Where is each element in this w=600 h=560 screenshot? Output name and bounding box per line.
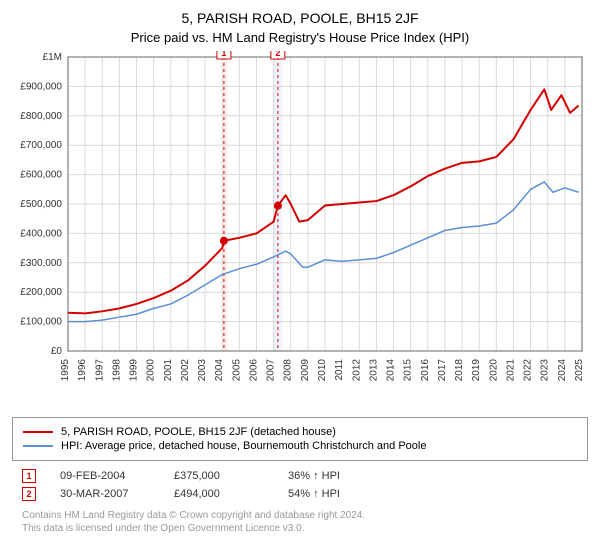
legend-swatch (23, 431, 53, 433)
svg-text:2021: 2021 (505, 359, 516, 382)
legend-item: HPI: Average price, detached house, Bour… (23, 440, 577, 452)
svg-text:2010: 2010 (317, 359, 328, 382)
chart-plot: £0 £100,000 £200,000 £300,000 £400,000 £500,0… (12, 51, 588, 411)
svg-text:2013: 2013 (368, 359, 379, 382)
sale-pct: 36% ↑ HPI (288, 470, 378, 482)
svg-text:2020: 2020 (488, 359, 499, 382)
svg-text:2015: 2015 (403, 359, 414, 382)
legend-item: 5, PARISH ROAD, POOLE, BH15 2JF (detache… (23, 426, 577, 438)
svg-text:1: 1 (221, 51, 226, 58)
svg-text:2009: 2009 (300, 359, 311, 382)
svg-text:£400,000: £400,000 (20, 228, 62, 239)
svg-text:2018: 2018 (454, 359, 465, 382)
sale-marker-icon: 1 (22, 469, 36, 483)
svg-text:£500,000: £500,000 (20, 199, 62, 210)
sale-date: 09-FEB-2004 (60, 470, 150, 482)
svg-text:£0: £0 (51, 346, 63, 357)
sale-marker-icon: 2 (22, 487, 36, 501)
svg-text:1995: 1995 (60, 359, 71, 382)
svg-text:1999: 1999 (129, 359, 140, 382)
svg-text:1996: 1996 (77, 359, 88, 382)
svg-text:2025: 2025 (574, 359, 585, 382)
svg-text:£700,000: £700,000 (20, 140, 62, 151)
svg-text:2007: 2007 (266, 359, 277, 382)
sale-date: 30-MAR-2007 (60, 488, 150, 500)
footer-attribution: Contains HM Land Registry data © Crown c… (12, 509, 588, 535)
legend-swatch (23, 445, 53, 447)
footer-line: This data is licensed under the Open Gov… (22, 522, 578, 535)
svg-text:£900,000: £900,000 (20, 81, 62, 92)
svg-text:2022: 2022 (523, 359, 534, 382)
svg-text:2005: 2005 (231, 359, 242, 382)
svg-text:2004: 2004 (214, 359, 225, 382)
svg-text:£800,000: £800,000 (20, 111, 62, 122)
svg-text:2017: 2017 (437, 359, 448, 382)
svg-text:1998: 1998 (111, 359, 122, 382)
sale-pct: 54% ↑ HPI (288, 488, 378, 500)
legend: 5, PARISH ROAD, POOLE, BH15 2JF (detache… (12, 417, 588, 461)
svg-text:2023: 2023 (540, 359, 551, 382)
footer-line: Contains HM Land Registry data © Crown c… (22, 509, 578, 522)
svg-text:2001: 2001 (163, 359, 174, 382)
chart-title: 5, PARISH ROAD, POOLE, BH15 2JF (12, 10, 588, 26)
svg-text:2016: 2016 (420, 359, 431, 382)
svg-text:£1M: £1M (43, 52, 62, 63)
svg-text:2003: 2003 (197, 359, 208, 382)
svg-text:1997: 1997 (94, 359, 105, 382)
svg-text:2019: 2019 (471, 359, 482, 382)
sale-price: £375,000 (174, 470, 264, 482)
svg-text:2014: 2014 (386, 359, 397, 382)
legend-label: 5, PARISH ROAD, POOLE, BH15 2JF (detache… (61, 426, 336, 438)
chart-container: 5, PARISH ROAD, POOLE, BH15 2JF Price pa… (0, 0, 600, 543)
svg-text:2: 2 (275, 51, 280, 58)
sale-row: 1 09-FEB-2004 £375,000 36% ↑ HPI (22, 469, 578, 483)
svg-text:2012: 2012 (351, 359, 362, 382)
svg-text:2024: 2024 (557, 359, 568, 382)
sales-table: 1 09-FEB-2004 £375,000 36% ↑ HPI 2 30-MA… (12, 469, 588, 501)
chart-subtitle: Price paid vs. HM Land Registry's House … (12, 30, 588, 45)
legend-label: HPI: Average price, detached house, Bour… (61, 440, 426, 452)
svg-text:£200,000: £200,000 (20, 287, 62, 298)
svg-text:2008: 2008 (283, 359, 294, 382)
line-chart-svg: £0 £100,000 £200,000 £300,000 £400,000 £500,0… (12, 51, 588, 411)
sale-row: 2 30-MAR-2007 £494,000 54% ↑ HPI (22, 487, 578, 501)
svg-text:£600,000: £600,000 (20, 170, 62, 181)
svg-text:£300,000: £300,000 (20, 258, 62, 269)
svg-text:2011: 2011 (334, 359, 345, 381)
svg-text:2002: 2002 (180, 359, 191, 382)
sale-price: £494,000 (174, 488, 264, 500)
svg-text:£100,000: £100,000 (20, 317, 62, 328)
svg-text:2000: 2000 (146, 359, 157, 382)
svg-text:2006: 2006 (248, 359, 259, 382)
